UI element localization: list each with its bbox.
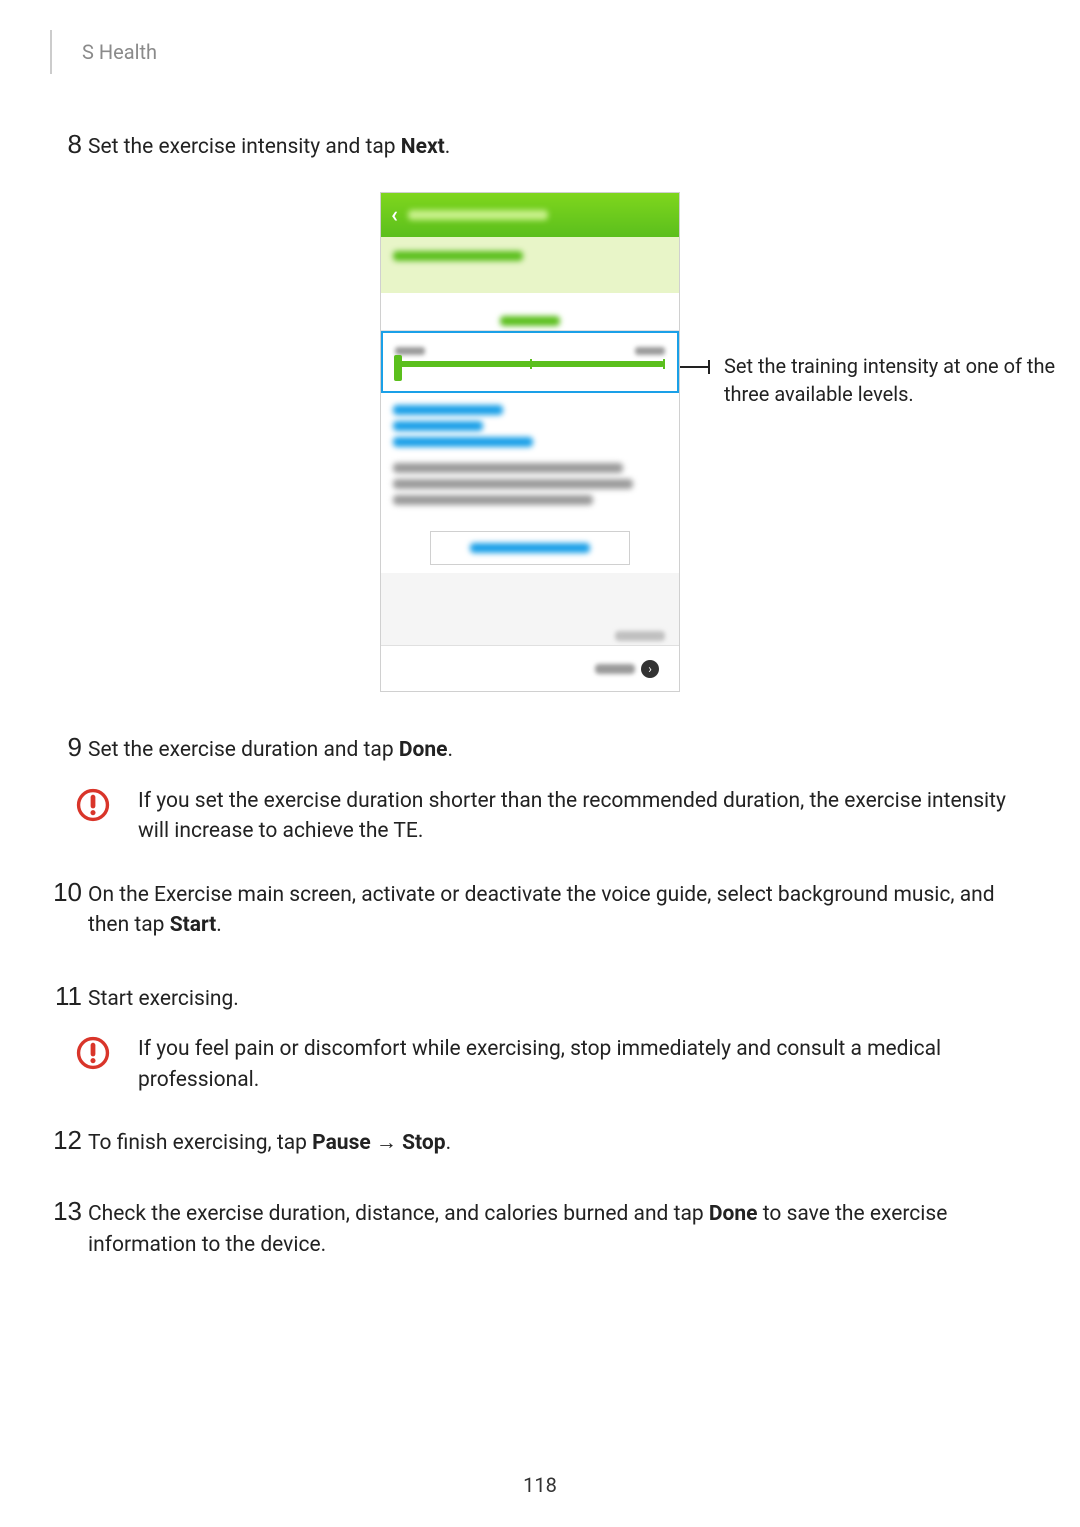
- step-text: On the Exercise main screen, activate or…: [88, 877, 1010, 941]
- bold: Next: [401, 135, 445, 159]
- step-number: 12: [50, 1125, 88, 1158]
- step-8: 8 Set the exercise intensity and tap Nex…: [50, 129, 1010, 162]
- warning-note: If you feel pain or discomfort while exe…: [76, 1034, 1010, 1095]
- back-icon: ‹: [391, 203, 398, 228]
- text: .: [447, 738, 453, 762]
- text: .: [216, 913, 222, 937]
- blurred-text: [393, 251, 523, 261]
- text: .: [445, 135, 451, 159]
- text: To finish exercising, tap: [88, 1131, 312, 1155]
- blurred-text: [470, 543, 590, 553]
- arrow: →: [371, 1131, 402, 1155]
- more-info-button: [430, 531, 630, 565]
- callout-text: Set the training intensity at one of the…: [724, 352, 1064, 408]
- text: On the Exercise main screen, activate or…: [88, 883, 995, 937]
- callout-connector: [680, 366, 708, 368]
- blurred-line: [393, 479, 633, 489]
- slider-labels: [395, 347, 665, 355]
- info-panel: [381, 393, 679, 573]
- step-text: Start exercising.: [88, 981, 239, 1014]
- bottom-nav: ›: [381, 645, 679, 691]
- step-9: 9 Set the exercise duration and tap Done…: [50, 732, 1010, 765]
- blurred-line: [393, 495, 593, 505]
- text: Set the exercise duration and tap: [88, 738, 399, 762]
- text: Check the exercise duration, distance, a…: [88, 1202, 709, 1226]
- step-number: 11: [50, 981, 88, 1014]
- step-text: Check the exercise duration, distance, a…: [88, 1196, 1010, 1260]
- slider-track: [395, 361, 665, 367]
- bold: Pause: [312, 1131, 371, 1155]
- blurred-line: [393, 405, 503, 415]
- phone-mockup: ‹: [380, 192, 680, 692]
- blurred-title: [408, 210, 548, 220]
- blurred-label: [635, 347, 665, 355]
- slider-thumb: [394, 355, 402, 381]
- warning-icon: [76, 788, 110, 822]
- step-number: 13: [50, 1196, 88, 1260]
- blurred-line: [393, 463, 623, 473]
- step-13: 13 Check the exercise duration, distance…: [50, 1196, 1010, 1260]
- text: .: [446, 1131, 452, 1155]
- blurred-label: [395, 347, 425, 355]
- blurred-hint: [615, 631, 665, 641]
- step-text: Set the exercise duration and tap Done.: [88, 732, 453, 765]
- step-12: 12 To finish exercising, tap Pause → Sto…: [50, 1125, 1010, 1158]
- page-number: 118: [0, 1473, 1080, 1497]
- blurred-line: [393, 421, 483, 431]
- step-11: 11 Start exercising.: [50, 981, 1010, 1014]
- step-number: 9: [50, 732, 88, 765]
- step-number: 8: [50, 129, 88, 162]
- next-icon: ›: [641, 660, 659, 678]
- note-text: If you set the exercise duration shorter…: [138, 786, 1010, 847]
- intensity-slider-panel: [381, 331, 679, 393]
- phone-section-heading: [381, 237, 679, 293]
- text: Set the exercise intensity and tap: [88, 135, 401, 159]
- bold: Done: [709, 1202, 758, 1226]
- blurred-next-label: [595, 664, 635, 674]
- phone-header: ‹: [381, 193, 679, 237]
- blurred-tab: [500, 316, 560, 326]
- warning-note: If you set the exercise duration shorter…: [76, 786, 1010, 847]
- blurred-line: [393, 437, 533, 447]
- bold: Start: [170, 913, 217, 937]
- note-text: If you feel pain or discomfort while exe…: [138, 1034, 1010, 1095]
- page-header-title: S Health: [50, 30, 1010, 74]
- bold: Done: [399, 738, 448, 762]
- bold: Stop: [402, 1131, 445, 1155]
- figure: ‹: [50, 192, 1010, 692]
- step-10: 10 On the Exercise main screen, activate…: [50, 877, 1010, 941]
- step-number: 10: [50, 877, 88, 941]
- phone-tabs: [381, 293, 679, 331]
- step-text: To finish exercising, tap Pause → Stop.: [88, 1125, 451, 1158]
- callout-connector-tick: [708, 360, 710, 374]
- warning-icon: [76, 1036, 110, 1070]
- step-text: Set the exercise intensity and tap Next.: [88, 129, 450, 162]
